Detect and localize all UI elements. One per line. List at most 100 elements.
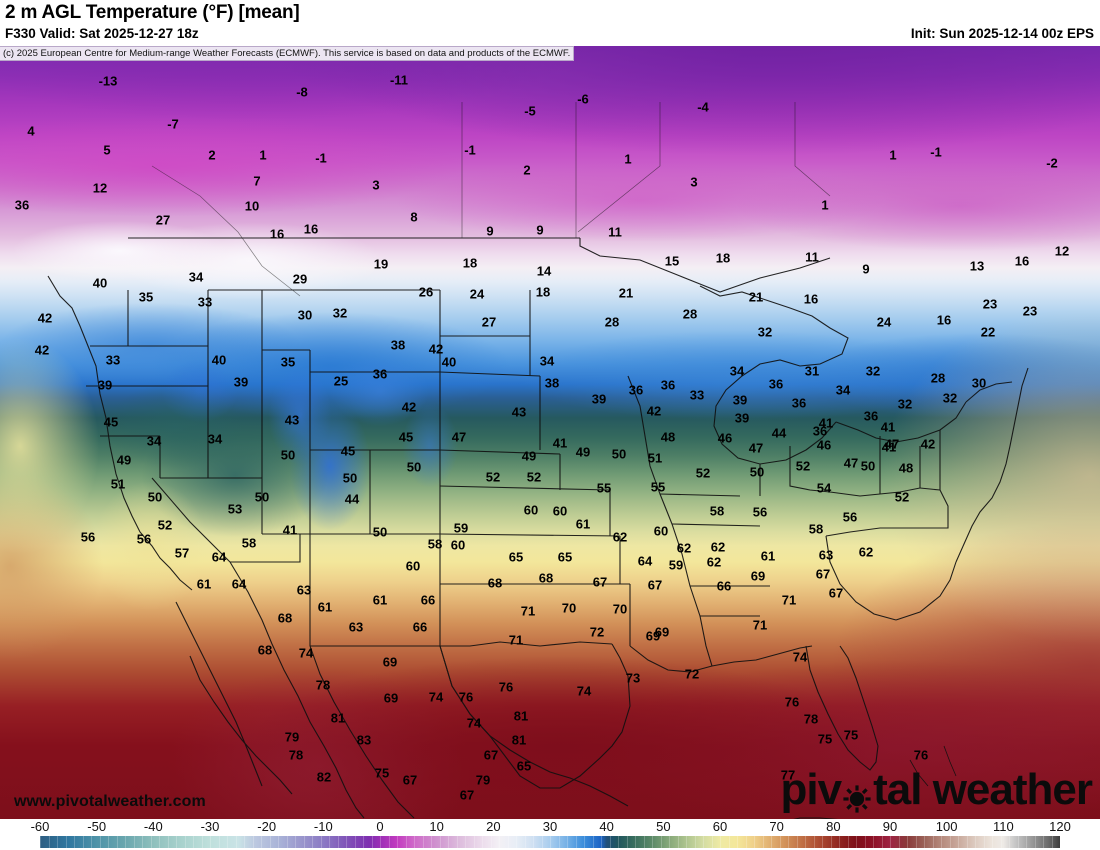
temp-label: 63 bbox=[348, 619, 364, 635]
colorbar-band-separator bbox=[473, 836, 475, 848]
temp-label: 56 bbox=[136, 531, 152, 547]
temp-label: 27 bbox=[155, 212, 171, 228]
temp-label: 68 bbox=[277, 610, 293, 626]
temp-label: 61 bbox=[196, 576, 212, 592]
temp-label: 18 bbox=[715, 250, 731, 266]
temp-label: 62 bbox=[710, 539, 726, 555]
colorbar-band-separator bbox=[405, 836, 407, 848]
temp-label: 69 bbox=[383, 690, 399, 706]
temp-label: 8 bbox=[410, 209, 418, 225]
temp-label: 56 bbox=[842, 509, 858, 525]
website-watermark: www.pivotalweather.com bbox=[14, 793, 206, 810]
colorbar-band-separator bbox=[779, 836, 781, 848]
colorbar-band-separator bbox=[227, 836, 228, 848]
colorbar-band-separator bbox=[1026, 836, 1027, 848]
temp-label: 23 bbox=[982, 296, 998, 312]
colorbar-band-separator bbox=[235, 836, 237, 848]
logo-text-post: tal weather bbox=[873, 765, 1093, 814]
colorbar-band-separator bbox=[694, 836, 696, 848]
temp-label: -8 bbox=[296, 84, 308, 100]
colorbar-tick: 40 bbox=[599, 819, 614, 834]
colorbar-band-separator bbox=[788, 836, 789, 848]
colorbar-band-separator bbox=[584, 836, 585, 848]
temp-label: -4 bbox=[697, 99, 709, 115]
temp-label: 58 bbox=[241, 535, 257, 551]
temp-label: 36 bbox=[660, 377, 676, 393]
pivotal-weather-logo: piv bbox=[781, 765, 1093, 815]
temp-label: 48 bbox=[660, 429, 676, 445]
colorbar-band-separator bbox=[1051, 836, 1053, 848]
temp-label: 50 bbox=[147, 489, 163, 505]
colorbar-band-separator bbox=[159, 836, 160, 848]
colorbar-band-separator bbox=[261, 836, 262, 848]
temp-label: 68 bbox=[538, 570, 554, 586]
temp-label: 44 bbox=[771, 425, 787, 441]
temp-label: 33 bbox=[689, 387, 705, 403]
colorbar-legend[interactable]: -60 -50 -40 -30 -20 -10 0 10 20 30 40 50 60 70 80 90 100… bbox=[0, 819, 1100, 850]
temp-label: 68 bbox=[257, 642, 273, 658]
temp-label: 16 bbox=[936, 312, 952, 328]
temp-label: 27 bbox=[481, 314, 497, 330]
temp-label: 65 bbox=[557, 549, 573, 565]
colorbar-band-separator bbox=[48, 836, 50, 848]
colorbar-tick: 70 bbox=[769, 819, 784, 834]
temp-label: 54 bbox=[816, 480, 832, 496]
temp-label: 74 bbox=[298, 645, 314, 661]
temp-label: 71 bbox=[520, 603, 536, 619]
temp-label: 21 bbox=[748, 289, 764, 305]
temp-label: 61 bbox=[760, 548, 776, 564]
temp-label: 81 bbox=[511, 732, 527, 748]
colorbar-tick: -30 bbox=[200, 819, 220, 834]
colorbar-band-separator bbox=[1000, 836, 1002, 848]
temperature-map[interactable]: -13 -8 -11 -6 -5 -4 4 5 2 1 -1 -7 -1 2 1 3 1 1 -1 -2 12 3 7 10 1… bbox=[0, 46, 1100, 819]
temp-label: 18 bbox=[462, 255, 478, 271]
temp-label: 34 bbox=[539, 353, 555, 369]
colorbar-band-separator bbox=[431, 836, 432, 848]
temp-label: 49 bbox=[521, 448, 537, 464]
temp-label: 16 bbox=[269, 226, 285, 242]
temp-label: 78 bbox=[803, 711, 819, 727]
colorbar-band-separator bbox=[915, 836, 917, 848]
temp-label: 15 bbox=[664, 253, 680, 269]
colorbar-band-separator bbox=[856, 836, 857, 848]
colorbar-band-separator bbox=[82, 836, 84, 848]
temp-label: 12 bbox=[1054, 243, 1070, 259]
colorbar-band-separator bbox=[550, 836, 551, 848]
colorbar-band-separator bbox=[354, 836, 356, 848]
temp-label: 41 bbox=[282, 522, 298, 538]
colorbar-tick: -40 bbox=[143, 819, 163, 834]
temp-label: 69 bbox=[750, 568, 766, 584]
colorbar-gradient[interactable] bbox=[40, 836, 1061, 848]
temp-label: 42 bbox=[428, 341, 444, 357]
colorbar-band-separator bbox=[176, 836, 177, 848]
temp-label: 1 bbox=[821, 197, 829, 213]
colorbar-tick: 20 bbox=[486, 819, 501, 834]
temp-label: 49 bbox=[575, 444, 591, 460]
temp-label: 47 bbox=[451, 429, 467, 445]
temp-label: 34 bbox=[835, 382, 851, 398]
colorbar-band-separator bbox=[40, 836, 41, 848]
page-title: 2 m AGL Temperature (°F) [mean] bbox=[5, 2, 300, 23]
temp-label: 74 bbox=[466, 715, 482, 731]
temp-label: 40 bbox=[211, 352, 227, 368]
colorbar-band-separator bbox=[652, 836, 653, 848]
colorbar-band-separator bbox=[983, 836, 985, 848]
temp-label: 34 bbox=[146, 433, 162, 449]
temp-label: 46 bbox=[717, 430, 733, 446]
temp-label: 39 bbox=[97, 377, 113, 393]
temp-label: -11 bbox=[389, 72, 409, 88]
temp-label: -7 bbox=[167, 116, 179, 132]
temp-label: 32 bbox=[942, 390, 958, 406]
colorbar-band-separator bbox=[201, 836, 203, 848]
temp-label: 39 bbox=[734, 410, 750, 426]
temp-label: 75 bbox=[843, 727, 859, 743]
colorbar-band-separator bbox=[762, 836, 764, 848]
temp-label: 38 bbox=[390, 337, 406, 353]
temp-label: 28 bbox=[930, 370, 946, 386]
temp-label: 50 bbox=[611, 446, 627, 462]
temp-label: 34 bbox=[188, 269, 204, 285]
colorbar-band-separator bbox=[941, 836, 942, 848]
temp-label: 62 bbox=[676, 540, 692, 556]
colorbar-band-separator bbox=[286, 836, 288, 848]
colorbar-band-separator bbox=[218, 836, 220, 848]
